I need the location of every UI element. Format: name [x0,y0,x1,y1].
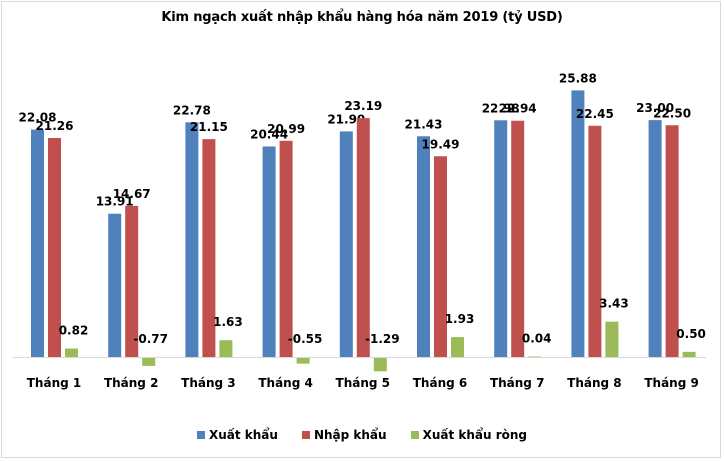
x-tick-label: Tháng 7 [490,376,545,390]
data-label: 1.63 [213,315,243,329]
bar [339,131,353,357]
data-label: 23.00 [636,101,674,115]
bar [279,140,293,357]
bar [108,213,122,357]
bar-group: 25.88 22.45 3.43 Tháng 8 [559,71,629,390]
bar [588,125,602,357]
legend-swatch-export [196,431,205,439]
bar [451,337,464,357]
data-label: 1.93 [445,312,475,326]
bar [665,125,679,357]
bar [373,358,387,372]
data-label: -0.55 [288,332,323,346]
data-label: 0.50 [676,327,706,341]
data-label: 22.45 [576,107,614,121]
data-label: 22.50 [653,106,691,120]
data-label: 19.49 [422,137,460,151]
bar [682,351,696,357]
x-tick-label: Tháng 4 [258,376,313,390]
x-tick-label: Tháng 3 [181,376,236,390]
legend-swatch-net-export [410,431,419,439]
data-label: 21.15 [190,120,228,134]
x-tick-label: Tháng 6 [413,376,468,390]
bar [262,146,276,357]
legend-swatch-import [301,431,310,439]
bar [31,129,44,357]
bar [356,118,370,357]
data-label: 14.67 [113,187,151,201]
data-label: -1.29 [365,332,400,346]
data-label: 22.78 [173,103,211,117]
data-label: 13.91 [96,195,134,209]
legend-item-import: Nhập khẩu [301,428,387,442]
bar [65,348,78,357]
data-label: 21.43 [405,117,443,131]
legend-item-net-export: Xuất khẩu ròng [410,428,528,442]
bar [219,340,233,357]
bar [202,139,216,357]
data-label: 21.90 [327,112,365,126]
data-label: 22.94 [499,102,537,116]
bar [48,138,61,357]
bar [185,122,199,357]
data-label: 23.19 [344,99,382,113]
legend-item-export: Xuất khẩu [196,428,278,442]
chart-legend: Xuất khẩu Nhập khẩu Xuất khẩu ròng [0,428,724,442]
legend-label-import: Nhập khẩu [313,428,387,442]
bar [142,358,156,366]
legend-label-net-export: Xuất khẩu ròng [422,428,528,442]
x-tick-label: Tháng 2 [104,376,159,390]
data-label: 3.43 [599,297,629,311]
data-label: -0.77 [133,332,168,346]
data-label: 0.82 [59,324,89,338]
data-label: 0.04 [522,332,552,346]
chart-title: Kim ngạch xuất nhập khẩu hàng hóa năm 20… [161,10,563,25]
legend-label-export: Xuất khẩu [208,428,278,442]
data-label: 22.08 [19,111,57,125]
data-label: 20.44 [250,127,288,141]
data-label: 25.88 [559,71,597,85]
data-label: 22.98 [482,101,520,115]
bar [511,120,525,357]
bar [296,358,310,364]
x-tick-label: Tháng 1 [27,376,82,390]
x-tick-label: Tháng 8 [567,376,622,390]
x-tick-label: Tháng 9 [644,376,699,390]
bar [605,321,619,357]
bar [125,205,139,357]
bar-group: 21.43 19.49 1.93 Tháng 6 [405,117,475,390]
bar [528,356,542,357]
bar [417,136,430,357]
data-label: 20.99 [267,122,305,136]
bar [571,90,585,357]
bar [434,156,447,357]
bar [494,120,508,357]
bar [648,120,662,357]
x-tick-label: Tháng 5 [336,376,391,390]
data-label: 21.26 [36,119,74,133]
bar-group: 22.78 21.15 1.63 Tháng 3 [173,103,243,390]
